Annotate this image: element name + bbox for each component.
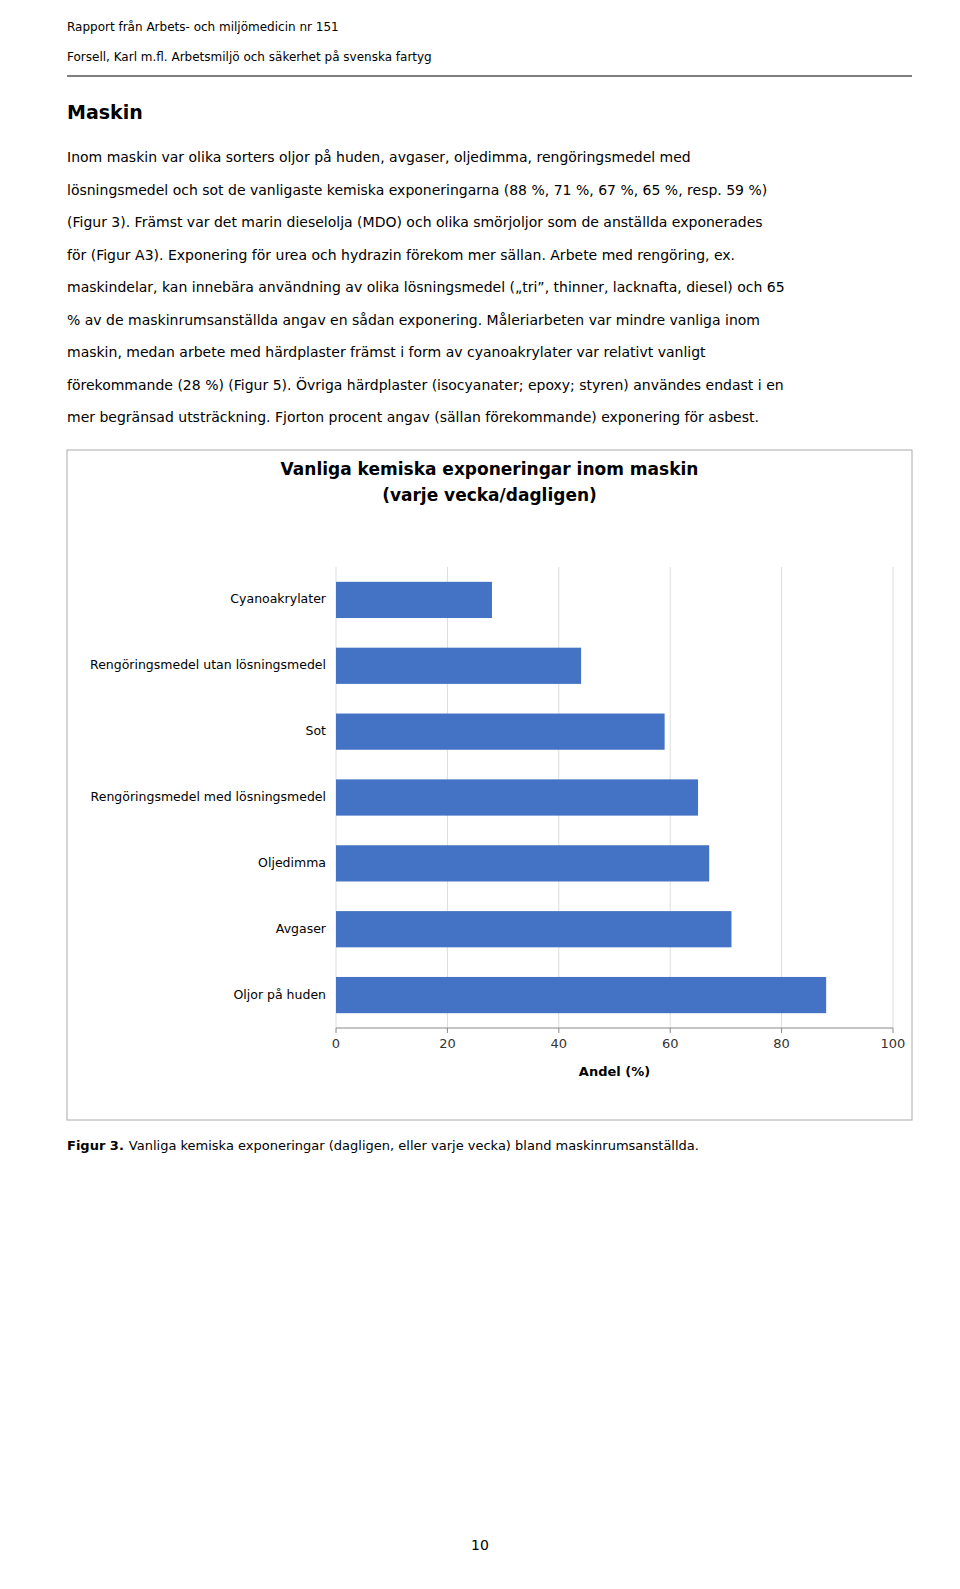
page-background [0, 0, 960, 1589]
body-line: lösningsmedel och sot de vanligaste kemi… [67, 182, 767, 198]
bar [336, 845, 709, 881]
body-line: förekommande (28 %) (Figur 5). Övriga hä… [67, 376, 784, 393]
chart-subtitle: (varje vecka/dagligen) [382, 485, 597, 505]
body-line: (Figur 3). Främst var det marin dieselol… [67, 214, 763, 230]
body-line: maskin, medan arbete med härdplaster frä… [67, 344, 706, 360]
x-tick-label: 0 [332, 1036, 340, 1051]
category-label: Rengöringsmedel utan lösningsmedel [90, 657, 326, 672]
y-axis: Oljor på huden Avgaser Oljedimma Rengörings… [90, 591, 327, 1001]
category-label: Oljedimma [258, 855, 326, 870]
grid [336, 567, 893, 1028]
x-tick-label: 20 [439, 1036, 456, 1051]
chart-title: Vanliga kemiska exponeringar inom maskin [281, 459, 699, 479]
header-rule [67, 76, 912, 77]
chart-box [67, 450, 912, 1120]
category-label: Sot [306, 723, 327, 738]
section-title: Maskin [67, 101, 143, 123]
page: Rapport från Arbets- och miljömedicin nr… [0, 0, 960, 1589]
category-label: Oljor på huden [233, 987, 326, 1002]
body-line: mer begränsad utsträckning. Fjorton proc… [67, 409, 759, 425]
category-label: Rengöringsmedel med lösningsmedel [91, 789, 326, 804]
bar [336, 977, 826, 1013]
category-label: Avgaser [276, 921, 327, 936]
x-tick-label: 40 [551, 1036, 568, 1051]
x-axis: 0 20 40 60 80 100 Andel (%) [332, 1028, 906, 1079]
x-tick [558, 1028, 559, 1033]
bar [336, 582, 492, 618]
x-axis-label: Andel (%) [579, 1064, 650, 1079]
x-tick [781, 1028, 782, 1033]
header-line: Forsell, Karl m.fl. Arbetsmiljö och säke… [67, 50, 432, 64]
bar [336, 911, 731, 947]
grid-line [781, 567, 782, 1028]
bars [336, 582, 826, 1013]
x-tick-label: 60 [662, 1036, 679, 1051]
x-tick [336, 1028, 337, 1033]
body-line: % av de maskinrumsanställda angav en såd… [67, 312, 760, 328]
x-tick [893, 1028, 894, 1033]
figure-caption: Figur 3. Vanliga kemiska exponeringar (da… [67, 1138, 699, 1153]
body-line: för (Figur A3). Exponering för urea och … [67, 247, 735, 263]
bar [336, 779, 698, 815]
bar [336, 648, 581, 684]
x-tick-label: 100 [881, 1036, 906, 1051]
x-tick [447, 1028, 448, 1033]
page-number: 10 [471, 1537, 489, 1553]
grid-line [893, 567, 894, 1028]
caption-bold: Figur 3. [67, 1138, 124, 1153]
x-tick-label: 80 [773, 1036, 790, 1051]
bar [336, 714, 665, 750]
body-line: Inom maskin var olika sorters oljor på h… [67, 149, 691, 165]
category-label: Cyanoakrylater [230, 591, 327, 606]
header-line: Rapport från Arbets- och miljömedicin nr… [67, 20, 339, 34]
x-axis-line [336, 1028, 893, 1029]
x-tick [670, 1028, 671, 1033]
caption-text: Vanliga kemiska exponeringar (dagligen, … [129, 1138, 699, 1153]
body-line: maskindelar, kan innebära användning av … [67, 279, 785, 295]
